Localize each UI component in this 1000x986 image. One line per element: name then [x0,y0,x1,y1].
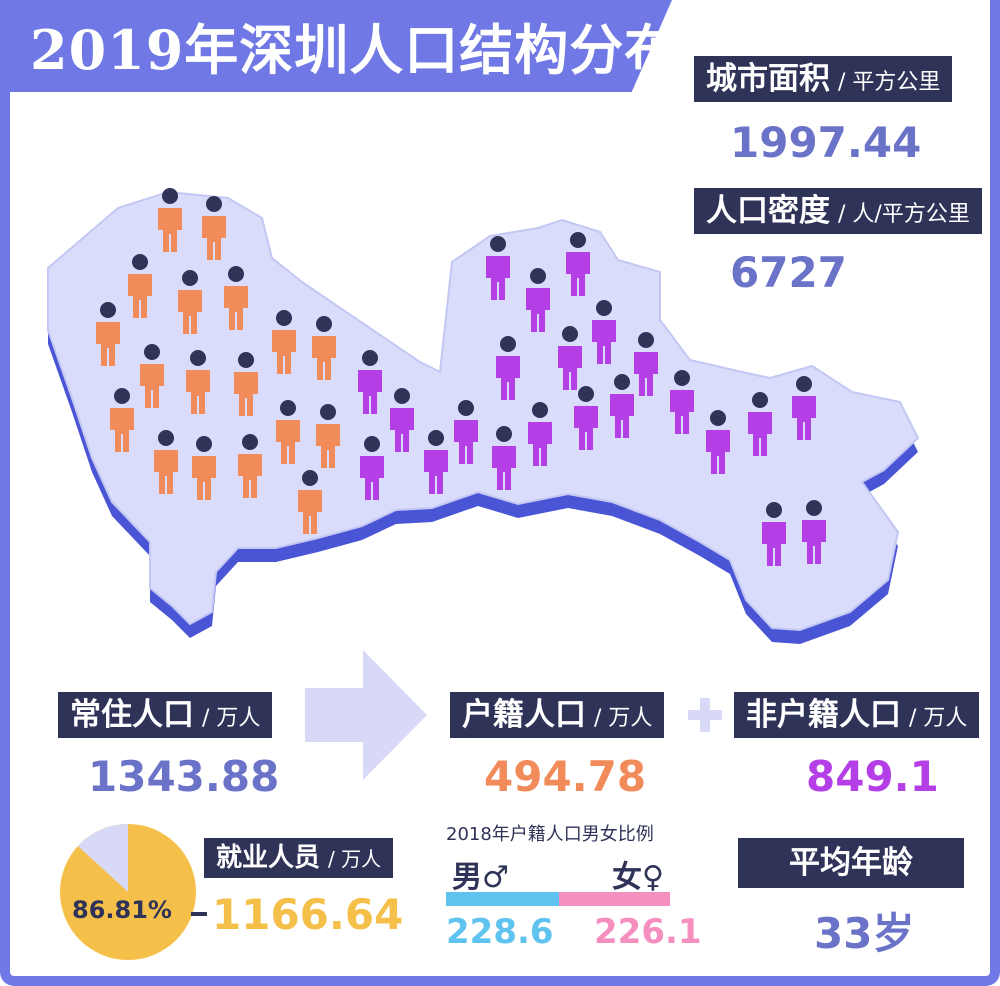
resident-label: 常住人口 / 万人 [58,692,273,738]
person-figure-household [192,436,216,500]
person-figure-non-household [486,236,510,300]
density-unit: / 人/平方公里 [838,202,970,227]
person-figure-non-household [634,332,658,396]
person-figure-household [224,266,248,330]
person-figure-non-household [528,402,552,466]
person-figure-non-household [360,436,384,500]
density-label: 人口密度 / 人/平方公里 [694,188,982,234]
resident-unit: / 万人 [202,706,261,731]
person-figure-non-household [610,374,634,438]
person-figure-non-household [670,370,694,434]
person-figure-household [276,400,300,464]
average-age-value: 33岁 [814,909,915,958]
employment-pie [60,824,196,960]
person-figure-household [272,310,296,374]
person-figure-non-household [390,388,414,452]
non-household-label: 非户籍人口 / 万人 [734,692,980,738]
non-household-value: 849.1 [806,752,939,801]
person-figure-non-household [574,386,598,450]
employment-label: 就业人员 / 万人 [204,838,394,878]
person-figure-household [128,254,152,318]
city-area-unit: / 平方公里 [838,70,941,95]
household-value: 494.78 [484,752,647,801]
male-bar [446,892,559,906]
plus-icon [688,698,722,732]
person-figure-non-household [592,300,616,364]
person-figure-non-household [492,426,516,490]
person-figure-non-household [566,232,590,296]
page-title: 2019年深圳人口结构分布图 [30,18,735,82]
person-figure-household [154,430,178,494]
person-figure-non-household [558,326,582,390]
person-figure-non-household [358,350,382,414]
female-bar [559,892,670,906]
person-figure-household [312,316,336,380]
person-figure-household [110,388,134,452]
person-figure-household [140,344,164,408]
map-land [47,190,920,632]
average-age-label: 平均年龄 [738,838,964,888]
person-figure-non-household [792,376,816,440]
person-figure-household [234,352,258,416]
person-figure-household [238,434,262,498]
household-label: 户籍人口 / 万人 [450,692,665,738]
city-area-value: 1997.44 [730,118,922,167]
female-label: 女♀ [612,860,664,895]
male-label: 男♂ [452,860,509,895]
person-figure-non-household [802,500,826,564]
gender-ratio-title: 2018年户籍人口男女比例 [446,824,654,845]
person-figure-non-household [496,336,520,400]
employment-value: 1166.64 [212,890,404,939]
person-figure-household [178,270,202,334]
non-household-unit: / 万人 [909,706,968,731]
person-figure-household [96,302,120,366]
person-figure-household [186,350,210,414]
person-figure-non-household [454,400,478,464]
person-figure-household [298,470,322,534]
person-figure-household [158,188,182,252]
employment-unit: / 万人 [328,847,382,871]
resident-value: 1343.88 [88,752,280,801]
person-figure-non-household [424,430,448,494]
person-figure-non-household [526,268,550,332]
person-figure-non-household [762,502,786,566]
title-banner [0,0,672,92]
male-value: 228.6 [446,912,554,952]
arrow-icon [305,650,427,780]
person-figure-household [202,196,226,260]
connector-line [191,912,207,916]
density-value: 6727 [730,248,847,297]
employment-percent: 86.81% [72,896,172,924]
female-value: 226.1 [594,912,702,952]
employment-pie-rest [77,824,128,892]
person-figure-non-household [706,410,730,474]
population-figures [96,188,826,566]
person-figure-household [316,404,340,468]
city-area-label: 城市面积 / 平方公里 [694,56,953,102]
household-unit: / 万人 [594,706,653,731]
person-figure-non-household [748,392,772,456]
